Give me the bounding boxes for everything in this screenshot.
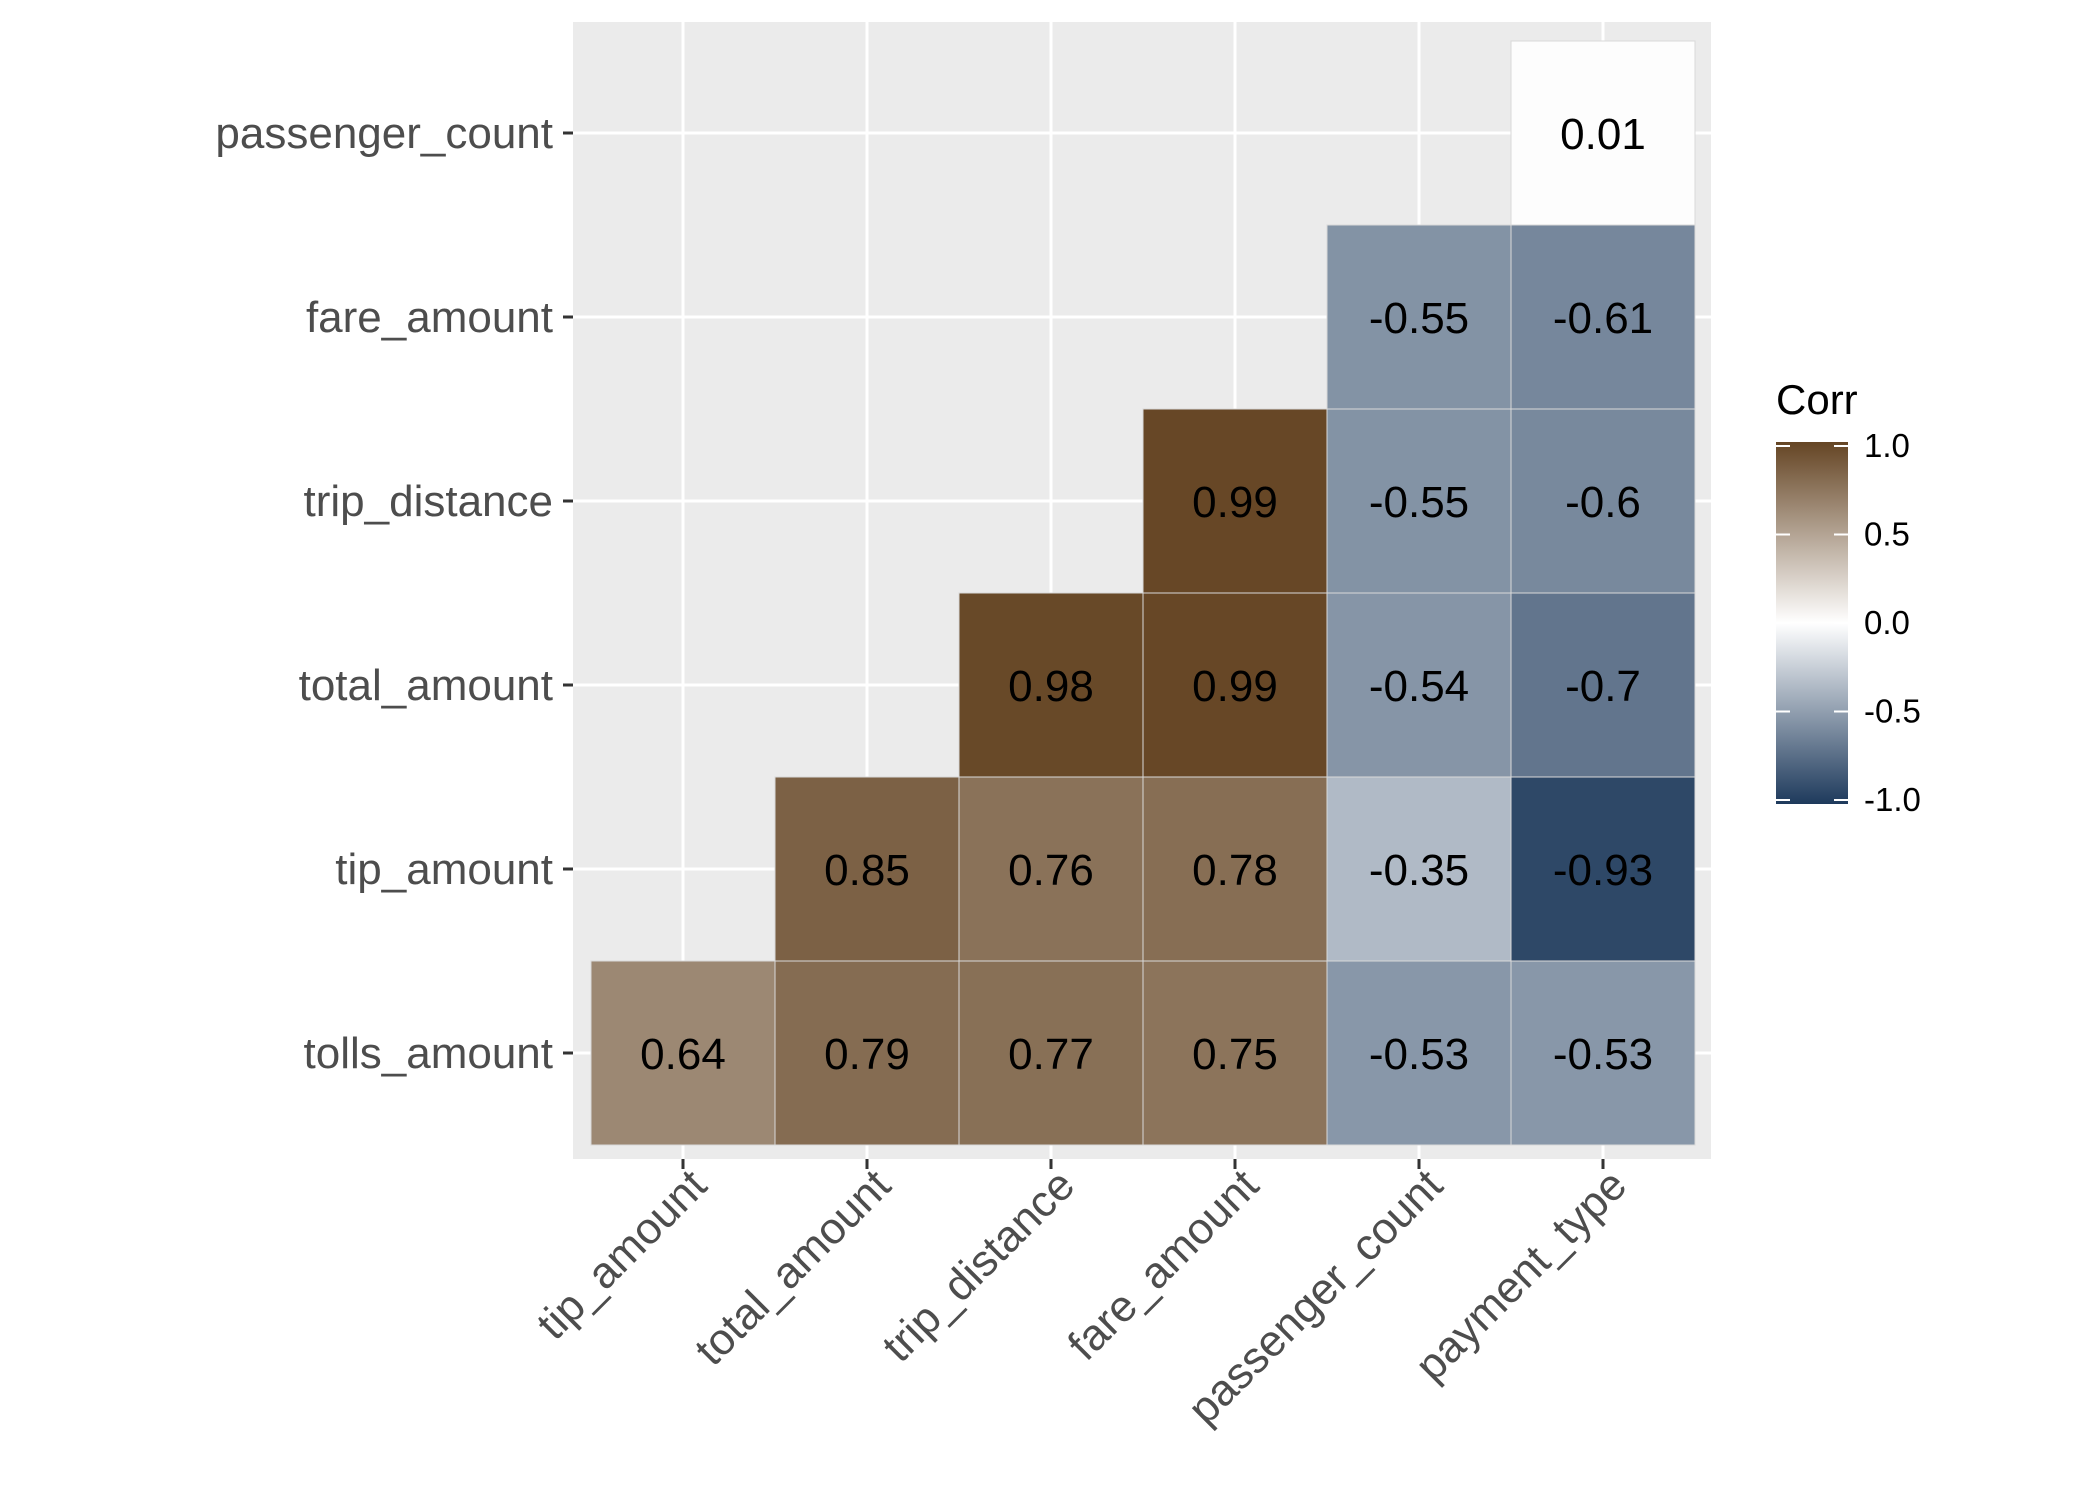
legend-ticks: 1.0 0.5 0.0 -0.5 -1.0 [1776, 427, 1921, 818]
cell-passenger_count-payment_type [1510, 40, 1696, 226]
cell-label-total_amount-payment_type: -0.7 [1565, 662, 1641, 711]
cell-label-trip_distance-fare_amount: 0.99 [1192, 478, 1278, 527]
cell-tolls_amount-trip_distance [958, 960, 1144, 1146]
cell-total_amount-fare_amount [1142, 592, 1328, 778]
legend: Corr 1.0 0.5 0.0 -0.5 -1.0 [1776, 376, 1921, 818]
cell-label-tolls_amount-trip_distance: 0.77 [1008, 1030, 1094, 1079]
cell-tip_amount-fare_amount [1142, 776, 1328, 962]
y-tick-label-fare_amount: fare_amount [306, 293, 553, 342]
cell-label-total_amount-passenger_count: -0.54 [1369, 662, 1469, 711]
cell-label-tip_amount-payment_type: -0.93 [1553, 846, 1653, 895]
cell-trip_distance-passenger_count [1326, 408, 1512, 594]
cell-fare_amount-passenger_count [1326, 224, 1512, 410]
cell-tip_amount-passenger_count [1326, 776, 1512, 962]
y-tick-label-passenger_count: passenger_count [215, 109, 553, 158]
cell-labels: 0.64 0.79 0.77 0.75 -0.53 -0.53 0.85 0.76 0.78 -0… [640, 110, 1653, 1079]
x-tick-label-tip_amount: tip_amount [527, 1160, 716, 1349]
cell-label-tolls_amount-total_amount: 0.79 [824, 1030, 910, 1079]
cell-tip_amount-payment_type [1510, 776, 1696, 962]
x-tick-label-trip_distance: trip_distance [873, 1160, 1084, 1371]
cell-fare_amount-payment_type [1510, 224, 1696, 410]
cell-tolls_amount-fare_amount [1142, 960, 1328, 1146]
cell-label-trip_distance-passenger_count: -0.55 [1369, 478, 1469, 527]
x-tick-label-fare_amount: fare_amount [1059, 1160, 1268, 1369]
y-tick-label-tolls_amount: tolls_amount [304, 1029, 553, 1078]
cell-label-tip_amount-fare_amount: 0.78 [1192, 846, 1278, 895]
legend-label: 0.5 [1864, 516, 1910, 553]
cell-total_amount-passenger_count [1326, 592, 1512, 778]
cell-label-fare_amount-payment_type: -0.61 [1553, 294, 1653, 343]
cell-tolls_amount-tip_amount [590, 960, 776, 1146]
cell-tolls_amount-passenger_count [1326, 960, 1512, 1146]
heatmap-cells [590, 40, 1696, 1146]
cell-label-tolls_amount-payment_type: -0.53 [1553, 1030, 1653, 1079]
y-tick-label-tip_amount: tip_amount [335, 845, 553, 894]
cell-label-tolls_amount-passenger_count: -0.53 [1369, 1030, 1469, 1079]
legend-label: -0.5 [1864, 693, 1921, 730]
cell-label-total_amount-fare_amount: 0.99 [1192, 662, 1278, 711]
cell-tip_amount-total_amount [774, 776, 960, 962]
y-tick-label-total_amount: total_amount [299, 661, 553, 710]
cell-trip_distance-payment_type [1510, 408, 1696, 594]
x-axis: tip_amounttotal_amounttrip_distancefare_… [527, 1159, 1636, 1434]
cell-label-fare_amount-passenger_count: -0.55 [1369, 294, 1469, 343]
cell-label-tolls_amount-fare_amount: 0.75 [1192, 1030, 1278, 1079]
cell-tolls_amount-payment_type [1510, 960, 1696, 1146]
cell-label-tip_amount-total_amount: 0.85 [824, 846, 910, 895]
cell-label-tolls_amount-tip_amount: 0.64 [640, 1030, 726, 1079]
cell-label-trip_distance-payment_type: -0.6 [1565, 478, 1641, 527]
x-tick-label-total_amount: total_amount [686, 1160, 901, 1375]
legend-title: Corr [1776, 376, 1858, 423]
cell-total_amount-trip_distance [958, 592, 1144, 778]
legend-label: -1.0 [1864, 781, 1921, 818]
legend-label: 0.0 [1864, 604, 1910, 641]
cell-label-total_amount-trip_distance: 0.98 [1008, 662, 1094, 711]
cell-label-passenger_count-payment_type: 0.01 [1560, 110, 1646, 159]
y-axis: tolls_amount tip_amount total_amount trip_d… [215, 109, 573, 1078]
cell-label-tip_amount-passenger_count: -0.35 [1369, 846, 1469, 895]
y-tick-label-trip_distance: trip_distance [304, 477, 553, 526]
cell-label-tip_amount-trip_distance: 0.76 [1008, 846, 1094, 895]
legend-label: 1.0 [1864, 427, 1910, 464]
cell-tip_amount-trip_distance [958, 776, 1144, 962]
cell-total_amount-payment_type [1510, 592, 1696, 778]
